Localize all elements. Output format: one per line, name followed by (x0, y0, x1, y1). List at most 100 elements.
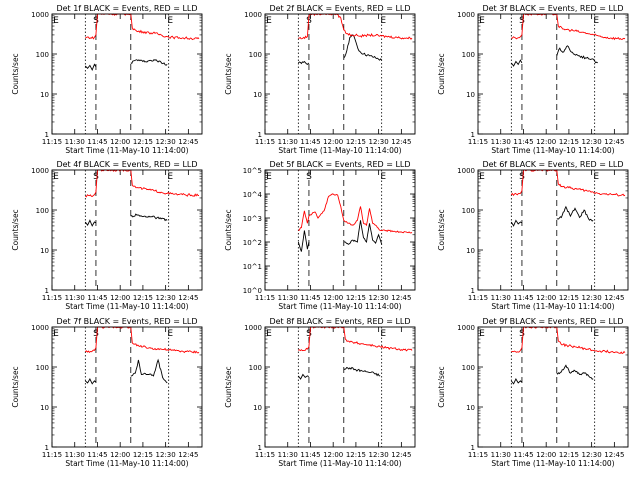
y-tick-label: 100 (36, 207, 49, 215)
y-tick-label: 10 (40, 404, 49, 412)
y-tick-label: 1000 (457, 324, 475, 332)
x-tick-label: 11:45 (513, 451, 533, 459)
y-tick-label: 10^3 (243, 215, 262, 223)
y-axis-label: Counts/sec (11, 366, 20, 407)
y-tick-label: 100 (462, 364, 475, 372)
x-tick-label: 12:45 (604, 138, 624, 146)
y-tick-label: 10 (253, 91, 262, 99)
events-series-line (130, 358, 168, 384)
x-tick-label: 11:15 (468, 451, 488, 459)
events-series-line (85, 378, 97, 385)
plot-title: Det 4f BLACK = Events, RED = LLD (56, 160, 197, 169)
x-tick-label: 11:45 (87, 138, 107, 146)
x-tick-label: 12:45 (391, 138, 411, 146)
end-marker: E (266, 329, 272, 339)
detector-panel: Det 8f BLACK = Events, RED = LLD 1 10 100 10… (224, 317, 416, 468)
plot-frame (477, 13, 629, 135)
x-tick-label: 12:00 (536, 294, 556, 302)
events-series-line (343, 34, 383, 61)
x-tick-label: 12:45 (604, 451, 624, 459)
y-tick-label: 10 (40, 247, 49, 255)
x-tick-label: 12:00 (110, 451, 130, 459)
events-series-line (510, 219, 523, 227)
x-tick-label: 12:00 (323, 138, 343, 146)
plot-frame (477, 169, 629, 291)
y-tick-label: 1 (471, 131, 475, 139)
y-tick-label: 100 (249, 51, 262, 59)
y-axis-label: Counts/sec (11, 53, 20, 94)
events-series-line (556, 205, 594, 222)
x-tick-label: 12:45 (178, 138, 198, 146)
y-tick-label: 1 (471, 287, 475, 295)
y-axis-label: Counts/sec (437, 53, 446, 94)
plot-title: Det 8f BLACK = Events, RED = LLD (269, 317, 410, 326)
y-axis-label: Counts/sec (224, 209, 233, 250)
x-tick-label: 11:45 (300, 138, 320, 146)
x-tick-label: 11:30 (491, 294, 511, 302)
start-marker: S (519, 172, 525, 182)
x-tick-label: 11:30 (278, 138, 298, 146)
end-marker: E (479, 172, 485, 182)
plot-title: Det 7f BLACK = Events, RED = LLD (56, 317, 197, 326)
x-tick-label: 11:15 (468, 294, 488, 302)
x-axis-label: Start Time (11-May-10 11:14:00) (65, 302, 188, 311)
events-series-line (556, 364, 594, 380)
x-tick-label: 11:45 (300, 294, 320, 302)
y-tick-label: 10^2 (243, 239, 262, 247)
x-axis-label: Start Time (11-May-10 11:14:00) (278, 459, 401, 468)
y-tick-label: 100 (36, 364, 49, 372)
events-series-line (556, 45, 598, 64)
lld-series-line (510, 168, 626, 197)
lld-series-line (298, 13, 413, 40)
x-tick-label: 12:30 (369, 138, 389, 146)
x-tick-label: 12:15 (559, 138, 579, 146)
x-tick-label: 12:30 (156, 294, 176, 302)
x-tick-label: 12:15 (133, 451, 153, 459)
x-tick-label: 12:30 (369, 294, 389, 302)
x-tick-label: 12:45 (604, 294, 624, 302)
plot-frame (51, 169, 203, 291)
end-marker: E (593, 172, 599, 182)
detector-panel: Det 6f BLACK = Events, RED = LLD 1 10 100 10… (437, 160, 629, 311)
plot-frame (51, 13, 203, 135)
start-marker: S (93, 329, 99, 339)
detector-panel: Det 9f BLACK = Events, RED = LLD 1 10 100 10… (437, 317, 629, 468)
events-series-line (510, 378, 523, 385)
start-marker: S (306, 329, 312, 339)
x-tick-label: 11:15 (42, 138, 62, 146)
events-series-line (510, 59, 523, 67)
y-tick-label: 100 (462, 51, 475, 59)
detector-panel: Det 2f BLACK = Events, RED = LLD 1 10 100 10… (224, 4, 416, 155)
y-tick-label: 1 (258, 444, 262, 452)
x-tick-label: 11:15 (468, 138, 488, 146)
y-tick-label: 1000 (457, 11, 475, 19)
x-tick-label: 11:15 (255, 138, 275, 146)
lld-series-line (298, 193, 413, 234)
events-series-line (343, 366, 381, 377)
y-tick-label: 1000 (31, 324, 49, 332)
x-tick-label: 12:00 (323, 451, 343, 459)
plot-frame (477, 326, 629, 448)
y-axis-label: Counts/sec (224, 53, 233, 94)
lld-series-line (511, 13, 626, 41)
plot-frame (51, 326, 203, 448)
detector-panel: Det 4f BLACK = Events, RED = LLD 1 10 100 10… (11, 160, 203, 311)
end-marker: E (53, 329, 59, 339)
y-tick-label: 10 (40, 91, 49, 99)
x-tick-label: 11:45 (513, 138, 533, 146)
y-tick-label: 100 (462, 207, 475, 215)
x-tick-label: 12:30 (582, 294, 602, 302)
end-marker: E (380, 329, 386, 339)
end-marker: E (479, 16, 485, 26)
x-tick-label: 11:30 (278, 294, 298, 302)
x-tick-label: 11:30 (65, 451, 85, 459)
y-axis-label: Counts/sec (437, 366, 446, 407)
events-series-line (297, 373, 310, 380)
plot-title: Det 3f BLACK = Events, RED = LLD (482, 4, 623, 13)
lld-series-line (84, 326, 200, 354)
start-marker: S (306, 172, 312, 182)
plot-title: Det 9f BLACK = Events, RED = LLD (482, 317, 623, 326)
x-tick-label: 11:15 (42, 451, 62, 459)
x-axis-label: Start Time (11-May-10 11:14:00) (491, 146, 614, 155)
